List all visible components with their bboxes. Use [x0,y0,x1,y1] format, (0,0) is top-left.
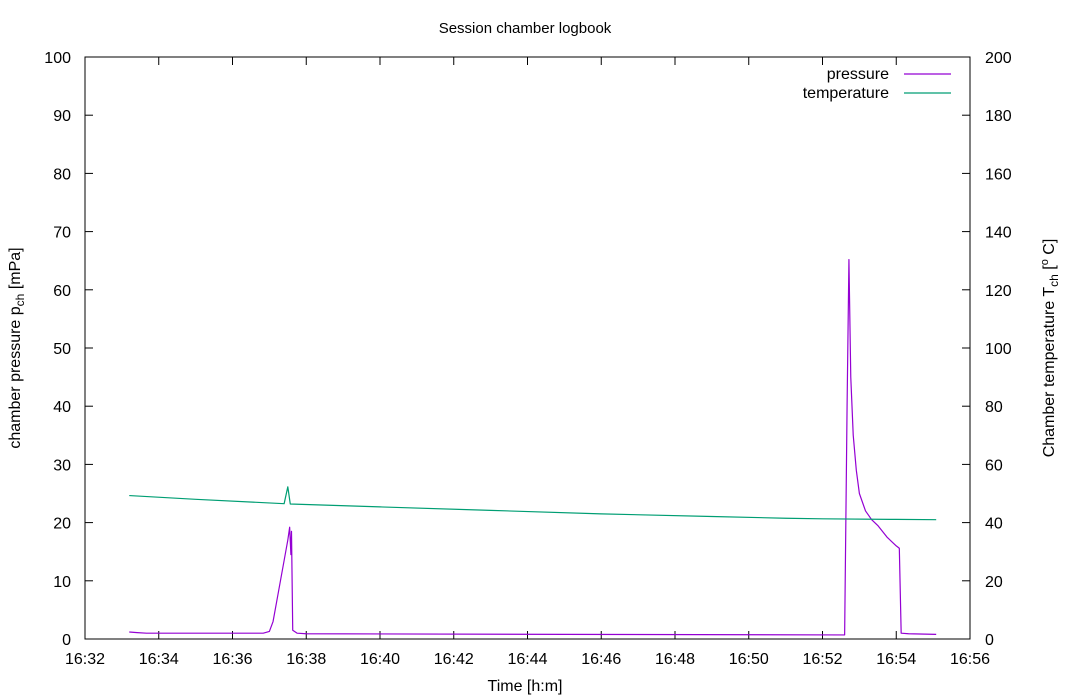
y2-axis-label-tail: [ [1041,265,1058,274]
y2-tick-label: 120 [985,283,1012,300]
y-tick-label: 30 [53,457,71,474]
x-tick-label: 16:48 [655,651,695,668]
y-tick-label: 20 [53,516,71,533]
y2-axis-label-sub: ch [1047,274,1061,287]
x-tick-label: 16:50 [729,651,769,668]
x-tick-label: 16:38 [286,651,326,668]
x-axis-label: Time [h:m] [488,678,563,695]
y-tick-label: 60 [53,283,71,300]
x-tick-label: 16:36 [212,651,252,668]
x-tick-label: 16:44 [507,651,547,668]
plot-frame [84,56,971,640]
chart-title: Session chamber logbook [439,20,612,37]
x-tick-label: 16:46 [581,651,621,668]
x-tick-label: 16:42 [434,651,474,668]
legend-label-pressure: pressure [827,66,889,83]
y2-tick-label: 80 [985,399,1003,416]
axis-ticks: 16:32 16:34 16:36 16:38 16:40 16:42 16:44 16:46… [44,50,1012,668]
y-axis-label-main: chamber pressure p [7,306,24,448]
x-tick-label: 16:54 [876,651,916,668]
x-tick-label: 16:52 [802,651,842,668]
legend: pressure temperature [803,66,951,102]
y-axis-label: chamber pressure pch [mPa] [7,247,27,448]
y2-axis-label-tail2: C] [1041,239,1058,259]
y-tick-label: 100 [44,50,71,67]
y2-axis-label-main: Chamber temperature T [1041,287,1058,458]
y2-tick-label: 160 [985,166,1012,183]
y-axis-label-tail: [mPa] [7,247,24,293]
y-tick-label: 70 [53,225,71,242]
series-line-temperature [129,486,937,521]
y2-tick-label: 20 [985,574,1003,591]
y2-tick-label: 200 [985,50,1012,67]
y-tick-label: 40 [53,399,71,416]
y2-tick-label: 140 [985,225,1012,242]
y2-axis-label-sup: o [1039,259,1051,265]
series-layer [129,258,937,636]
y-tick-label: 50 [53,341,71,358]
y-tick-label: 0 [62,632,71,649]
x-tick-label: 16:34 [139,651,179,668]
y2-tick-label: 60 [985,457,1003,474]
y2-axis-label: Chamber temperature Tch [o C] [1039,239,1061,458]
y-tick-label: 90 [53,108,71,125]
x-tick-label: 16:56 [950,651,990,668]
y2-tick-label: 0 [985,632,994,649]
y2-tick-label: 100 [985,341,1012,358]
x-tick-label: 16:40 [360,651,400,668]
y2-tick-label: 180 [985,108,1012,125]
x-tick-label: 16:32 [65,651,105,668]
y-tick-label: 10 [53,574,71,591]
legend-label-temperature: temperature [803,85,889,102]
y2-tick-label: 40 [985,516,1003,533]
y-tick-label: 80 [53,166,71,183]
y-axis-label-sub: ch [13,294,27,307]
series-line-pressure [129,258,937,636]
